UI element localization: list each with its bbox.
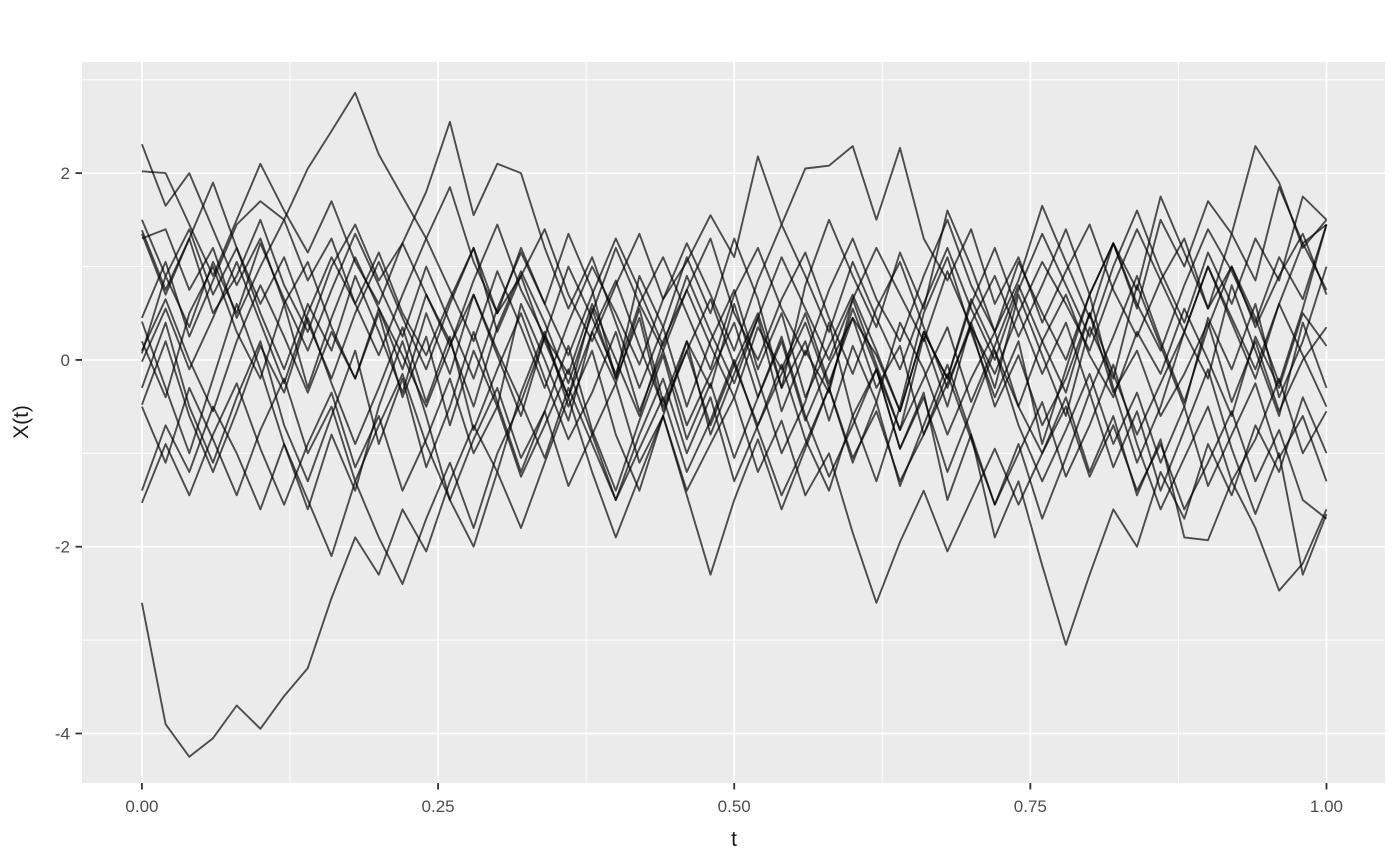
x-tick-label: 0.25 <box>422 797 455 816</box>
x-tick-label: 1.00 <box>1310 797 1343 816</box>
noise-trace <box>141 120 1328 413</box>
noise-trace-group <box>140 91 1328 758</box>
axis-tick-marks <box>75 172 1328 790</box>
axis-tick-labels: 0.00 0.25 0.50 0.75 1.00 -4 -2 0 2 <box>55 164 1343 816</box>
y-axis-title: X(t) <box>10 405 33 439</box>
noise-trace <box>141 284 1328 417</box>
noise-trace <box>141 312 1328 473</box>
y-tick-label: 0 <box>61 351 70 370</box>
noise-trace <box>141 143 1328 436</box>
noise-trace <box>140 228 1328 385</box>
y-tick-label: 2 <box>61 164 70 183</box>
x-tick-label: 0.50 <box>718 797 751 816</box>
x-tick-label: 0.75 <box>1014 797 1047 816</box>
x-axis-title: t <box>731 828 737 851</box>
noise-trace <box>141 91 1328 389</box>
noise-trace <box>141 349 1328 586</box>
y-tick-label: -2 <box>55 538 70 557</box>
noise-trace <box>141 302 1328 576</box>
noise-trace <box>141 145 1328 408</box>
noise-trace <box>141 321 1328 646</box>
x-tick-label: 0.00 <box>125 797 158 816</box>
noise-trace <box>140 256 1328 758</box>
noise-trace <box>141 358 1328 511</box>
y-tick-label: -4 <box>55 725 70 744</box>
noise-trace <box>141 162 1328 375</box>
noise-trace <box>141 145 1328 357</box>
